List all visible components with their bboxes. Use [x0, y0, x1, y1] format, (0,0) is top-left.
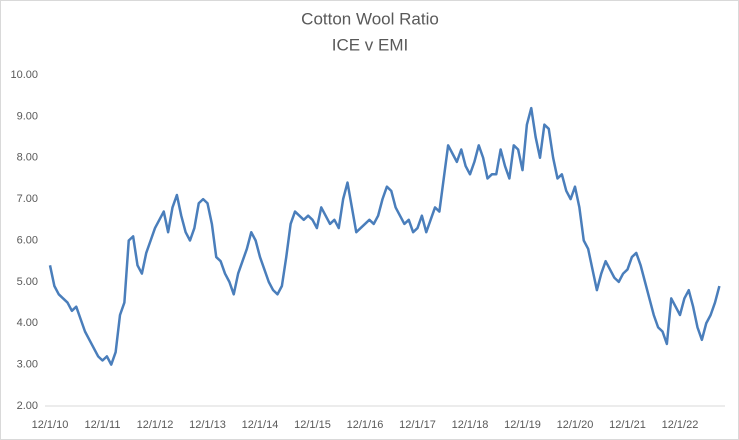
y-tick-label: 5.00	[17, 276, 38, 288]
y-tick-label: 10.00	[10, 69, 38, 81]
y-tick-label: 7.00	[17, 193, 38, 205]
x-tick-label: 12/1/20	[557, 419, 594, 431]
data-line	[48, 106, 721, 366]
x-tick-label: 12/1/22	[662, 419, 699, 431]
y-tick-label: 3.00	[17, 359, 38, 371]
y-tick-label: 2.00	[17, 400, 38, 412]
chart-subtitle: ICE v EMI	[332, 35, 409, 54]
x-tick-label: 12/1/11	[85, 419, 121, 431]
y-tick-label: 9.00	[17, 110, 38, 122]
x-tick-label: 12/1/19	[504, 419, 541, 431]
x-tick-label: 12/1/13	[189, 419, 226, 431]
chart-title: Cotton Wool Ratio	[301, 9, 439, 28]
x-tick-label: 12/1/21	[609, 419, 646, 431]
x-tick-label: 12/1/16	[347, 419, 384, 431]
y-tick-label: 6.00	[17, 234, 38, 246]
y-tick-label: 4.00	[17, 317, 38, 329]
y-tick-label: 8.00	[17, 152, 38, 164]
x-tick-label: 12/1/14	[242, 419, 279, 431]
x-tick-label: 12/1/17	[399, 419, 436, 431]
x-tick-label: 12/1/15	[294, 419, 331, 431]
x-tick-label: 12/1/18	[452, 419, 489, 431]
x-tick-label: 12/1/12	[137, 419, 174, 431]
x-tick-label: 12/1/10	[32, 419, 69, 431]
